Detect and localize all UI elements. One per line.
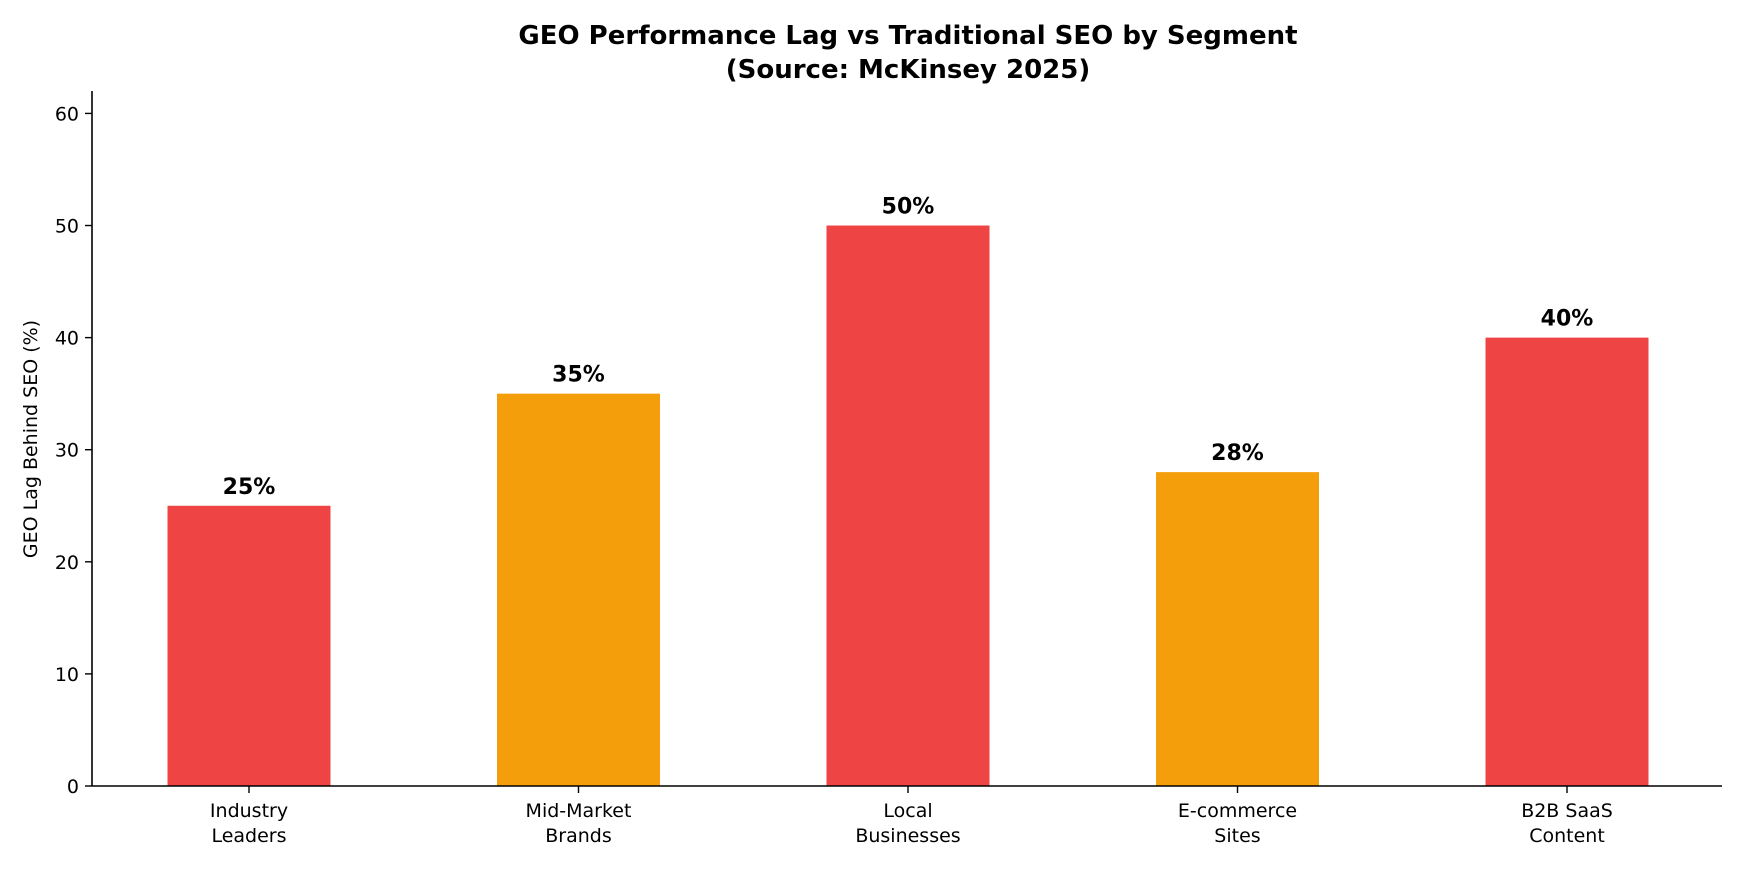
bar bbox=[1156, 472, 1319, 786]
y-axis-label: GEO Lag Behind SEO (%) bbox=[20, 320, 42, 558]
y-tick-label: 10 bbox=[55, 664, 79, 686]
y-tick-label: 20 bbox=[55, 552, 79, 574]
x-tick-label: Brands bbox=[545, 825, 612, 847]
y-tick-label: 50 bbox=[55, 216, 79, 238]
y-tick-label: 40 bbox=[55, 328, 79, 350]
bars bbox=[167, 225, 1649, 787]
bar bbox=[497, 393, 660, 786]
chart-title: GEO Performance Lag vs Traditional SEO b… bbox=[518, 21, 1297, 51]
y-axis-ticks: 0 10 20 30 40 50 60 bbox=[55, 103, 92, 798]
x-axis-ticks: Industry Leaders Mid-Market Brands Local Busi… bbox=[210, 786, 1613, 847]
bar-value-label: 28% bbox=[1211, 441, 1264, 466]
bar bbox=[826, 225, 990, 787]
x-tick-label: B2B SaaS bbox=[1521, 800, 1613, 822]
bar-value-label: 25% bbox=[223, 475, 276, 500]
value-labels: 25% 35% 50% 28% 40% bbox=[223, 195, 1594, 500]
x-tick-label: Local bbox=[883, 800, 932, 822]
bar bbox=[167, 505, 331, 786]
chart-subtitle: (Source: McKinsey 2025) bbox=[726, 55, 1091, 85]
y-tick-label: 0 bbox=[67, 776, 79, 798]
bar-value-label: 40% bbox=[1541, 307, 1594, 332]
y-tick-label: 60 bbox=[55, 103, 79, 125]
bar-value-label: 50% bbox=[882, 195, 935, 220]
x-tick-label: Industry bbox=[210, 800, 288, 822]
x-tick-label: Businesses bbox=[855, 825, 960, 847]
x-tick-label: E-commerce bbox=[1178, 800, 1297, 822]
bar bbox=[1485, 337, 1649, 786]
x-tick-label: Content bbox=[1529, 825, 1605, 847]
x-tick-label: Sites bbox=[1214, 825, 1260, 847]
x-tick-label: Leaders bbox=[211, 825, 286, 847]
x-tick-label: Mid-Market bbox=[526, 800, 632, 822]
bar-value-label: 35% bbox=[552, 363, 605, 388]
y-tick-label: 30 bbox=[55, 440, 79, 462]
